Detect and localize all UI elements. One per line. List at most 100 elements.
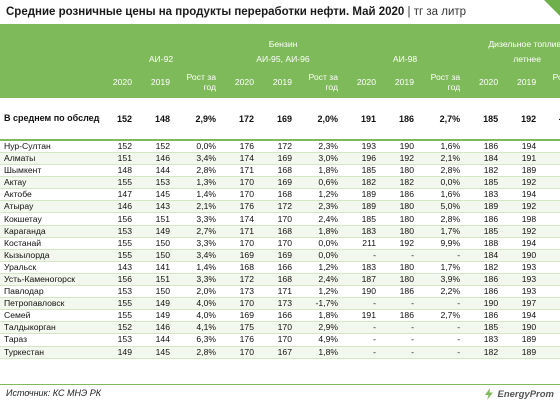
city-name: Актобе [0, 188, 100, 202]
price-cell: 191 [344, 309, 382, 323]
table-row: Петропавловск 155 149 4,0% 170 173 -1,7% - - -190… [0, 297, 560, 311]
price-cell: 149 [138, 309, 176, 323]
price-cell: 198 [504, 212, 543, 226]
price-cell: 186 [466, 309, 505, 323]
price-cell: 150 [138, 285, 176, 299]
price-cell: 3,3% [176, 212, 222, 226]
price-cell: -3,1% [542, 237, 560, 250]
city-name: Петропавловск [0, 297, 100, 311]
price-cell: -3,7% [542, 152, 560, 166]
price-cell: - [344, 321, 382, 335]
price-cell: 155 [100, 297, 138, 311]
table-row: Атырау 146 143 2,1% 176 172 2,3% 189 180 5,0% 189 1… [0, 200, 560, 214]
price-cell: 193 [504, 273, 543, 287]
header-benzin: Бензин [100, 24, 467, 52]
header-year-2020: 2020 [222, 66, 260, 98]
price-cell: 170 [222, 297, 260, 311]
price-cell: 173 [260, 297, 298, 311]
price-cell: 148 [100, 164, 138, 178]
price-cell: 143 [138, 200, 176, 214]
table-row: Шымкент 148 144 2,8% 171 168 1,8% 185 180 2,8% 182… [0, 164, 560, 178]
city-name: Актау [0, 176, 100, 190]
price-cell: 1,8% [298, 346, 344, 359]
price-cell: - [420, 346, 467, 359]
price-cell: 2,7% [420, 309, 467, 323]
price-cell: 145 [138, 346, 176, 359]
price-cell: 1,8% [298, 225, 344, 238]
price-cell: 166 [260, 309, 298, 323]
header-year-2019: 2019 [382, 66, 420, 98]
price-cell: 170 [222, 346, 260, 359]
header-diesel: Дизельное топливо [466, 24, 560, 52]
average-cell: -3,8% [542, 98, 560, 141]
price-cell: 192 [504, 225, 543, 238]
price-cell: 171 [260, 285, 298, 299]
price-cell: 146 [138, 152, 176, 166]
title-separator: | [407, 6, 414, 18]
average-cell: 148 [138, 98, 176, 141]
price-cell: 0,0% [176, 140, 222, 153]
price-cell: 150 [138, 237, 176, 250]
header-growth: Рост за год [420, 66, 467, 98]
price-cell: 197 [504, 297, 543, 311]
price-cell: -5,7% [542, 188, 560, 202]
source-note: Источник: КС МНЭ РК [6, 388, 102, 398]
average-cell: 192 [504, 98, 543, 141]
price-cell: 146 [100, 200, 138, 214]
energyprom-logo: EnergyProm [483, 388, 554, 400]
price-cell: 1,8% [298, 309, 344, 323]
price-cell: 185 [344, 212, 382, 226]
average-cell: 2,0% [298, 98, 344, 141]
price-cell: -1,6% [542, 200, 560, 214]
price-cell: 1,2% [298, 285, 344, 299]
average-cell: 152 [100, 98, 138, 141]
price-cell: 153 [100, 333, 138, 347]
price-cell: 2,7% [176, 225, 222, 238]
price-cell: 183 [466, 188, 505, 202]
price-cell: 176 [222, 333, 260, 347]
price-cell: 156 [100, 212, 138, 226]
price-cell: - [420, 297, 467, 311]
price-cell: 168 [260, 188, 298, 202]
price-cell: 4,9% [298, 333, 344, 347]
price-cell: -4,1% [542, 140, 560, 153]
price-cell: 1,2% [298, 261, 344, 274]
price-cell: 0,0% [420, 176, 467, 190]
price-cell: 153 [100, 285, 138, 299]
price-cell: 147 [100, 188, 138, 202]
header-year-2019: 2019 [504, 66, 543, 98]
price-cell: 2,1% [176, 200, 222, 214]
footer: Источник: КС МНЭ РК EnergyProm [0, 384, 560, 403]
price-cell: 170 [222, 176, 260, 190]
price-cell: 186 [466, 140, 505, 153]
price-cell: 172 [260, 140, 298, 153]
price-cell: 1,2% [298, 188, 344, 202]
price-cell: 180 [382, 212, 420, 226]
city-name: Нур-Султан [0, 140, 100, 153]
price-cell: 173 [222, 285, 260, 299]
price-cell: 2,8% [420, 212, 467, 226]
price-cell: 170 [260, 237, 298, 250]
city-name: Усть-Каменогорск [0, 273, 100, 287]
city-name: Тараз [0, 333, 100, 347]
price-cell: 186 [382, 188, 420, 202]
table-row: Костанай 155 150 3,3% 170 170 0,0% 211 192 9,9% 18… [0, 237, 560, 250]
price-cell: 190 [504, 249, 543, 262]
price-cell: 171 [222, 164, 260, 178]
price-table: Бензин Дизельное топливо АИ-92 АИ-95, АИ… [0, 24, 560, 359]
title-text: Средние розничные цены на продукты перер… [6, 6, 405, 18]
price-cell: 192 [504, 176, 543, 190]
header-empty [0, 52, 100, 66]
table-row: Кызылорда1551503,4%1691690,0%---184190-3… [0, 249, 560, 262]
price-cell: 2,8% [420, 164, 467, 178]
price-cell: -6,1% [542, 212, 560, 226]
price-cell: -3,2% [542, 333, 560, 347]
city-name: Туркестан [0, 346, 100, 359]
price-cell: 194 [504, 309, 543, 323]
price-cell: -3,6% [542, 225, 560, 238]
average-cell: 2,7% [420, 98, 467, 141]
price-cell: 189 [344, 188, 382, 202]
price-cell: 144 [138, 164, 176, 178]
price-cell: 193 [504, 261, 543, 274]
price-cell: 193 [504, 285, 543, 299]
